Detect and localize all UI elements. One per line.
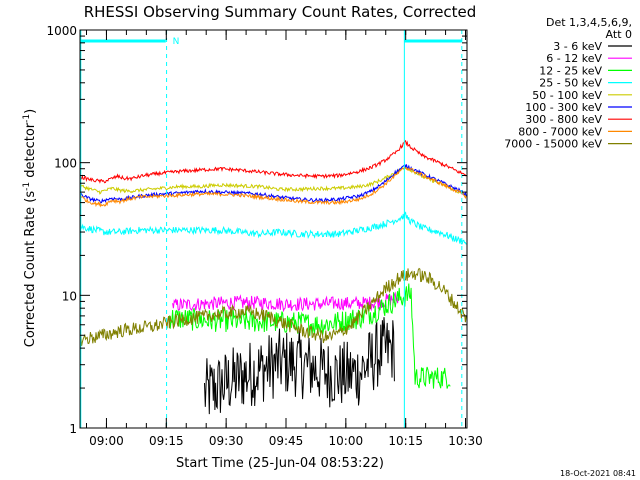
x-tick-label: 10:30 [448, 434, 483, 448]
series-line-100-300-kev [79, 164, 467, 204]
plot-frame [79, 29, 468, 429]
legend-label: 300 - 800 keV [525, 113, 602, 126]
legend-label: 100 - 300 keV [525, 101, 602, 114]
legend-header-detectors: Det 1,3,4,5,6,9, [546, 16, 632, 29]
timestamp: 18-Oct-2021 08:41 [560, 469, 636, 478]
legend-label: 25 - 50 keV [539, 77, 602, 90]
series-line-300-800-kev [79, 139, 467, 184]
x-tick-label: 09:00 [89, 434, 124, 448]
legend-label: 7000 - 15000 keV [504, 138, 602, 151]
legend-label: 800 - 7000 keV [518, 125, 602, 138]
series-line-50-100-kev [79, 166, 467, 197]
y-axis-label: Corrected Count Rate (s-1 detector-1) [22, 109, 38, 347]
legend-label: 3 - 6 keV [553, 40, 602, 53]
series-line-800-7000-kev [79, 167, 467, 208]
legend-label: 12 - 25 keV [539, 64, 602, 77]
series-line-6-12-kev [172, 291, 399, 313]
x-tick-label: 09:45 [269, 434, 304, 448]
y-tick-label: 1000 [46, 24, 77, 38]
y-tick-label: 1 [69, 422, 77, 436]
y-tick-label: 100 [54, 157, 77, 171]
x-tick-label: 10:15 [388, 434, 423, 448]
x-tick-label: 10:00 [329, 434, 364, 448]
legend-label: 50 - 100 keV [532, 89, 602, 102]
series-line-25-50-kev [79, 211, 467, 245]
legend-label: 6 - 12 keV [546, 52, 602, 65]
x-tick-label: 09:15 [149, 434, 184, 448]
x-axis-label: Start Time (25-Jun-04 08:53:22) [176, 456, 384, 471]
y-tick-label: 10 [62, 289, 77, 303]
chart-title: RHESSI Observing Summary Count Rates, Co… [84, 3, 477, 21]
legend-header-attenuator: Att 0 [606, 28, 632, 41]
attenuator-label: N [173, 37, 180, 47]
x-tick-label: 09:30 [209, 434, 244, 448]
series-line-7000-15000-kev [79, 267, 467, 346]
